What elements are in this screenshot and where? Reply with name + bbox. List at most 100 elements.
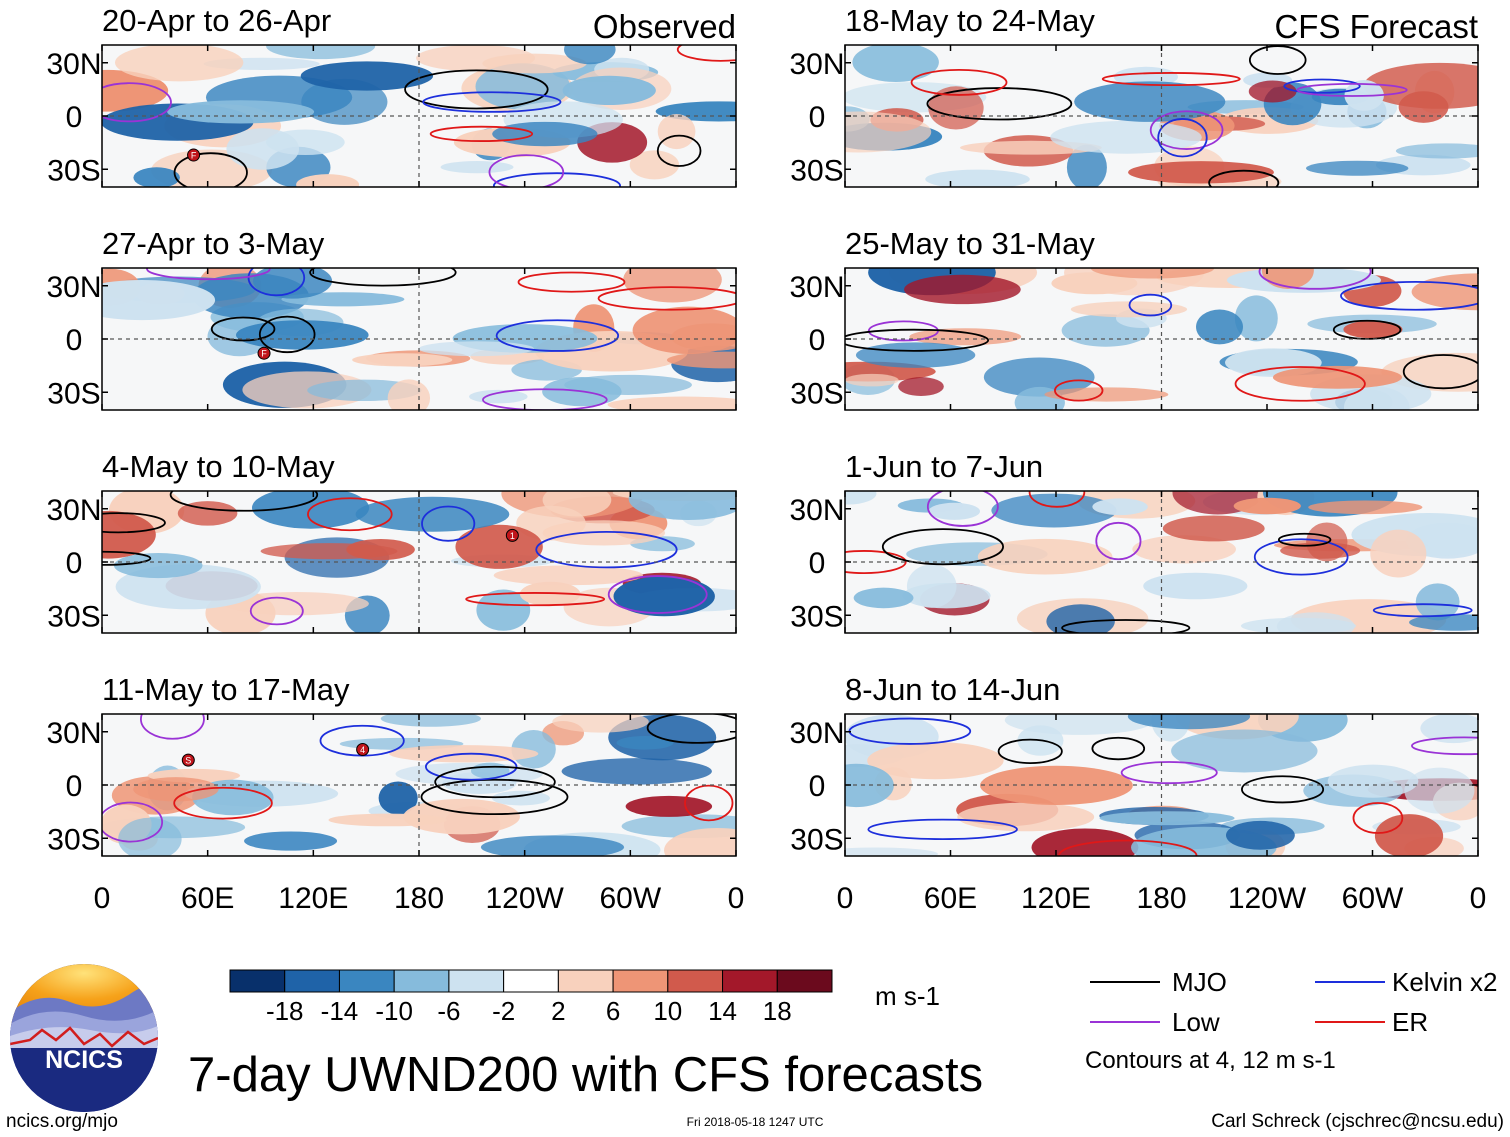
wave-filter-contour: [1101, 72, 1241, 87]
anomaly-patch: [475, 63, 571, 110]
anomaly-patch: [845, 373, 899, 387]
anomaly-patch: [1070, 301, 1188, 318]
anomaly-patch: [1044, 387, 1169, 402]
anomaly-patch: [616, 736, 674, 750]
wave-filter-contour: [535, 530, 678, 569]
wave-filter-contour: [247, 268, 306, 297]
y-tick-label: 30S: [47, 154, 100, 187]
wave-filter-contour: [1208, 169, 1280, 187]
colorbar: -18 -14 -10 -6 -2 2 6 10 14 18: [229, 969, 833, 1026]
y-tick-label: 0: [809, 324, 826, 357]
colorbar-swatch: [667, 969, 724, 993]
anomaly-patch: [1031, 828, 1139, 856]
colorbar-label: -10: [375, 996, 413, 1026]
wave-filter-contour: [1402, 354, 1478, 390]
colorbar-label: -6: [437, 996, 460, 1026]
colorbar-units: m s-1: [875, 981, 940, 1011]
colorbar-label: 6: [606, 996, 620, 1026]
anomaly-patch: [925, 169, 1030, 187]
wave-filter-contour: [1241, 775, 1325, 804]
panel-period-title: 25-May to 31-May: [845, 226, 1095, 261]
wave-filter-contour: [867, 818, 1018, 841]
wave-filter-contour: [434, 765, 556, 799]
anomaly-patch: [244, 831, 338, 851]
wave-filter-contour: [1149, 110, 1224, 150]
colorbar-swatch: [284, 969, 340, 993]
column-header-observed: Observed: [593, 8, 736, 45]
anomaly-patch: [853, 587, 914, 609]
anomaly-patch: [628, 491, 736, 521]
y-tick-label: 30S: [47, 377, 100, 410]
y-tick-label: 0: [66, 547, 83, 580]
anomaly-patch: [235, 320, 369, 350]
wave-filter-contour: [597, 286, 736, 311]
anomaly-patch: [623, 268, 722, 303]
tropical-cyclone-marker: [257, 346, 271, 360]
legend-note: Contours at 4, 12 m s-1: [1085, 1047, 1336, 1074]
anomaly-patch: [167, 100, 315, 124]
anomaly-patch: [378, 781, 418, 815]
footer-site-link[interactable]: ncics.org/mjo: [6, 1111, 118, 1132]
wave-filter-contour: [1234, 366, 1366, 402]
anomaly-patch: [1132, 535, 1236, 564]
wave-filter-contour: [420, 778, 569, 816]
wave-filter-contour: [465, 592, 606, 607]
x-tick-label: 60E: [181, 882, 234, 915]
anomaly-patch: [1306, 160, 1409, 176]
anomaly-patch: [403, 798, 520, 835]
wave-filter-contour: [488, 154, 565, 187]
anomaly-patch: [898, 377, 944, 396]
colorbar-swatch: [612, 969, 669, 993]
anomaly-patch: [1051, 272, 1138, 295]
wave-filter-contour: [1091, 736, 1146, 761]
y-tick-label: 30N: [789, 717, 844, 750]
anomaly-patch: [625, 795, 713, 817]
anomaly-patch: [455, 524, 543, 569]
anomaly-patch: [133, 777, 219, 802]
colorbar-swatch: [229, 969, 286, 993]
anomaly-patch: [561, 758, 712, 785]
colorbar-swatch: [557, 969, 614, 993]
wave-filter-contour: [1120, 761, 1218, 785]
anomaly-patch: [491, 790, 550, 806]
wave-filter-contour: [422, 91, 562, 113]
wave-filter-contour: [1296, 82, 1408, 97]
colorbar-label: -14: [321, 996, 359, 1026]
y-tick-label: 0: [809, 101, 826, 134]
anomaly-patch: [1143, 572, 1248, 600]
anomaly-patch: [845, 491, 877, 505]
ncics-logo[interactable]: NCICS: [10, 964, 158, 1114]
footer-credit: Carl Schreck (cjschrec@ncsu.edu): [1211, 1111, 1504, 1132]
wave-filter-contour: [684, 784, 734, 822]
wave-filter-contour: [926, 491, 999, 527]
anomaly-patch: [352, 353, 453, 367]
anomaly-patch: [480, 835, 625, 856]
anomaly-patch: [395, 762, 543, 786]
anomaly-patch: [1196, 309, 1243, 345]
anomaly-patch: [1225, 820, 1295, 850]
colorbar-label: -2: [492, 996, 515, 1026]
anomaly-patch: [1343, 320, 1403, 339]
wave-filter-contour: [140, 714, 205, 740]
wind-anomaly-field: [102, 268, 736, 410]
anomaly-patch: [1276, 612, 1355, 633]
anomaly-patch: [542, 520, 666, 546]
y-tick-label: 30N: [789, 48, 844, 81]
tropical-cyclone-marker: [187, 148, 201, 162]
anomaly-patch: [666, 351, 736, 369]
figure-title: 7-day UWND200 with CFS forecasts: [188, 1048, 983, 1102]
wind-anomaly-field: [102, 714, 736, 856]
anomaly-patch: [852, 45, 939, 83]
panel-period-title: 4-May to 10-May: [102, 449, 335, 484]
anomaly-patch: [114, 45, 244, 82]
colorbar-swatch: [722, 969, 778, 993]
legend-label-kelvin: Kelvin x2: [1392, 967, 1498, 997]
anomaly-patch: [469, 389, 528, 404]
wave-filter-contour: [845, 550, 907, 575]
x-axis-left: 0 60E 120E 180 120W 60W 0: [94, 882, 745, 915]
anomaly-patch: [418, 341, 535, 357]
wave-filter-contour: [1283, 78, 1361, 94]
